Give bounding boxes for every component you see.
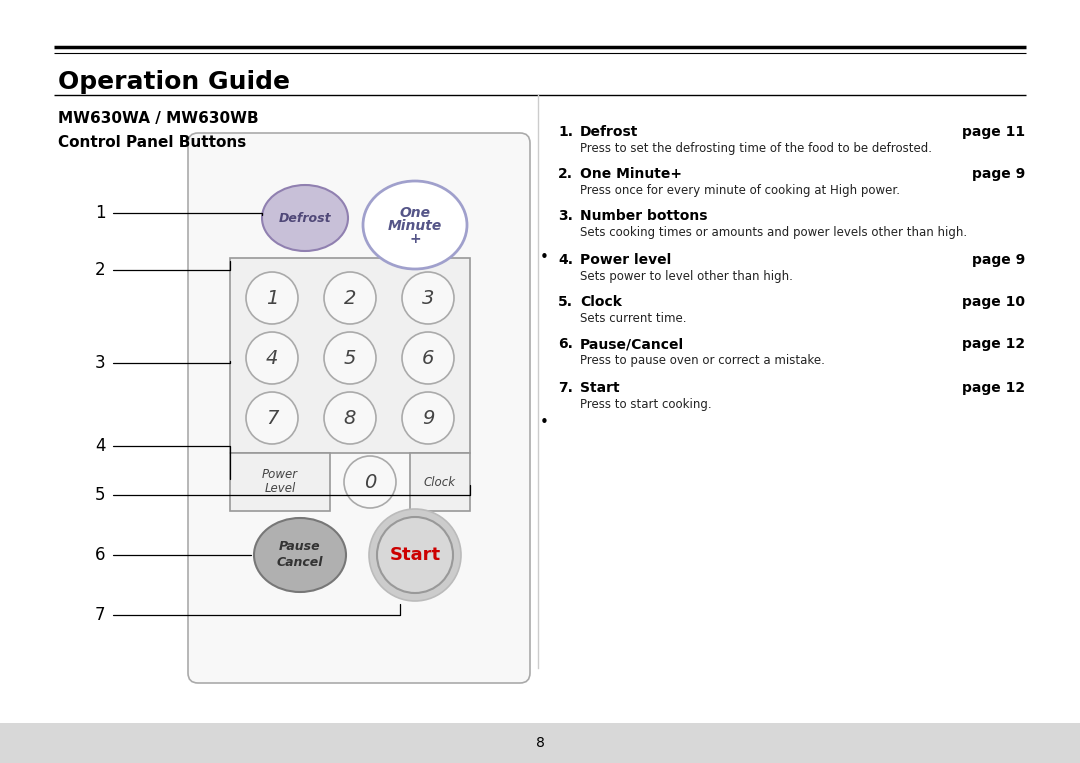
Text: Sets cooking times or amounts and power levels other than high.: Sets cooking times or amounts and power … <box>580 226 967 239</box>
Text: 4.: 4. <box>558 253 573 267</box>
Circle shape <box>324 332 376 384</box>
Text: 3.: 3. <box>558 209 572 223</box>
Ellipse shape <box>363 181 467 269</box>
Text: 5: 5 <box>95 486 105 504</box>
Text: 6: 6 <box>422 349 434 368</box>
Text: page 10: page 10 <box>962 295 1025 309</box>
Text: •: • <box>540 250 549 265</box>
Text: Operation Guide: Operation Guide <box>58 70 291 94</box>
Text: 2: 2 <box>95 261 106 279</box>
Circle shape <box>324 272 376 324</box>
Text: 3: 3 <box>422 288 434 307</box>
Text: Clock: Clock <box>580 295 622 309</box>
Text: 6: 6 <box>95 546 105 564</box>
Text: 0: 0 <box>364 472 376 491</box>
Text: 3: 3 <box>95 354 106 372</box>
Text: Start: Start <box>580 381 620 395</box>
Circle shape <box>246 332 298 384</box>
Text: 2: 2 <box>343 288 356 307</box>
Text: Defrost: Defrost <box>580 125 638 139</box>
Text: page 12: page 12 <box>962 381 1025 395</box>
Ellipse shape <box>254 518 346 592</box>
Text: One Minute+: One Minute+ <box>580 167 681 181</box>
Text: Control Panel Buttons: Control Panel Buttons <box>58 135 246 150</box>
Text: page 9: page 9 <box>972 167 1025 181</box>
Text: page 9: page 9 <box>972 253 1025 267</box>
FancyBboxPatch shape <box>410 453 470 511</box>
Text: 1: 1 <box>266 288 279 307</box>
Text: Defrost: Defrost <box>279 211 332 224</box>
Circle shape <box>369 509 461 601</box>
Text: Minute: Minute <box>388 219 442 233</box>
Text: Sets power to level other than high.: Sets power to level other than high. <box>580 270 793 283</box>
Text: 6.: 6. <box>558 337 572 351</box>
Text: Pause/Cancel: Pause/Cancel <box>580 337 684 351</box>
Text: •: • <box>540 415 549 430</box>
Text: page 12: page 12 <box>962 337 1025 351</box>
Text: Power: Power <box>262 468 298 481</box>
Text: 5: 5 <box>343 349 356 368</box>
Circle shape <box>246 392 298 444</box>
Text: Press to pause oven or correct a mistake.: Press to pause oven or correct a mistake… <box>580 354 825 367</box>
Circle shape <box>324 392 376 444</box>
Text: 4: 4 <box>95 437 105 455</box>
Text: Power level: Power level <box>580 253 672 267</box>
Circle shape <box>345 456 396 508</box>
Text: Clock: Clock <box>424 475 456 488</box>
Text: One: One <box>400 206 431 220</box>
Circle shape <box>402 332 454 384</box>
Text: Level: Level <box>265 482 296 495</box>
Text: 7: 7 <box>95 606 105 624</box>
Text: 8: 8 <box>343 408 356 427</box>
Text: Start: Start <box>390 546 441 564</box>
Text: 8: 8 <box>536 736 544 750</box>
Circle shape <box>402 392 454 444</box>
Text: 2.: 2. <box>558 167 573 181</box>
Text: 7.: 7. <box>558 381 572 395</box>
Text: Sets current time.: Sets current time. <box>580 312 687 325</box>
Text: Press to start cooking.: Press to start cooking. <box>580 398 712 411</box>
Circle shape <box>377 517 453 593</box>
Text: 1.: 1. <box>558 125 573 139</box>
Text: Pause: Pause <box>280 540 321 553</box>
Text: 4: 4 <box>266 349 279 368</box>
Text: 1: 1 <box>95 204 106 222</box>
Text: Press to set the defrosting time of the food to be defrosted.: Press to set the defrosting time of the … <box>580 142 932 155</box>
FancyBboxPatch shape <box>188 133 530 683</box>
Text: Number bottons: Number bottons <box>580 209 707 223</box>
Bar <box>0 723 1080 763</box>
Text: MW630WA / MW630WB: MW630WA / MW630WB <box>58 111 258 126</box>
Circle shape <box>402 272 454 324</box>
Text: 9: 9 <box>422 408 434 427</box>
Text: page 11: page 11 <box>962 125 1025 139</box>
Circle shape <box>246 272 298 324</box>
Text: Cancel: Cancel <box>276 556 323 569</box>
Text: 5.: 5. <box>558 295 573 309</box>
FancyBboxPatch shape <box>230 258 470 453</box>
Ellipse shape <box>262 185 348 251</box>
Text: 7: 7 <box>266 408 279 427</box>
FancyBboxPatch shape <box>230 453 330 511</box>
Text: Press once for every minute of cooking at High power.: Press once for every minute of cooking a… <box>580 184 900 197</box>
Text: +: + <box>409 232 421 246</box>
